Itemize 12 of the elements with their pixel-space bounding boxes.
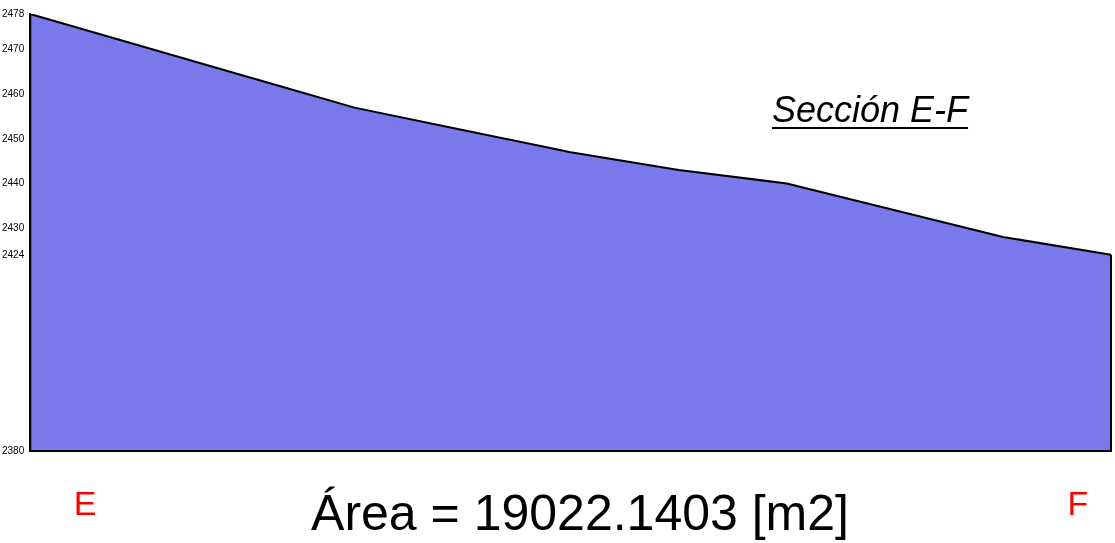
y-tick-label: 2460 (2, 88, 25, 100)
text: Sección E-F (771, 89, 971, 130)
text: E (73, 484, 97, 522)
text: Área = 19022.1403 [m2] (311, 485, 849, 541)
y-tick-label: 2440 (2, 177, 25, 189)
y-tick-label: 2478 (2, 7, 25, 19)
y-tick-label: 2380 (2, 444, 25, 456)
y-tick-label: 2430 (2, 221, 25, 233)
y-tick-label: 2424 (2, 248, 25, 260)
y-tick-label: 2470 (2, 43, 25, 55)
y-tick-label: 2450 (2, 132, 25, 144)
text: F (1067, 484, 1089, 522)
